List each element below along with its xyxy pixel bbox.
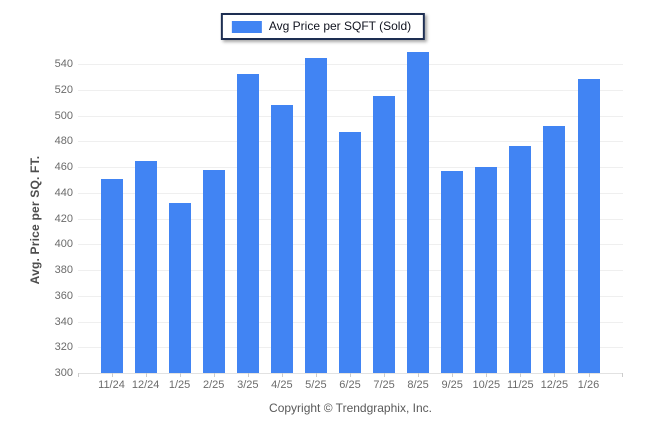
legend: Avg Price per SQFT (Sold) <box>220 13 426 40</box>
axis-tick <box>179 373 181 377</box>
y-tick-label: 540 <box>54 58 73 70</box>
y-tick-label: 440 <box>54 186 73 199</box>
y-tick-label: 500 <box>54 109 73 122</box>
gridline <box>78 115 623 117</box>
x-tick-label: 3/25 <box>237 379 259 391</box>
gridline <box>78 64 623 65</box>
bar <box>373 96 396 373</box>
legend-label: Avg Price per SQFT (Sold) <box>268 19 412 33</box>
x-tick-label: 8/25 <box>407 379 429 391</box>
x-tick-label: 4/25 <box>271 379 293 391</box>
y-tick-label: 480 <box>54 135 73 148</box>
gridline <box>78 89 623 91</box>
axis-tick <box>486 373 488 377</box>
x-tick-label: 1/25 <box>168 379 191 391</box>
copyright-text: Copyright © Trendgraphix, Inc. <box>269 401 432 415</box>
bar <box>304 57 327 373</box>
axis-tick <box>111 373 113 377</box>
axis-tick <box>588 373 590 377</box>
bar <box>475 167 498 373</box>
legend-swatch-icon <box>231 20 262 33</box>
y-tick-label: 320 <box>54 341 73 354</box>
x-tick-label: 5/25 <box>305 379 327 391</box>
axis-tick <box>145 373 147 377</box>
bar <box>543 125 566 373</box>
axis-tick <box>554 373 556 377</box>
x-tick-label: 9/25 <box>441 379 463 391</box>
y-tick-label: 380 <box>54 264 73 276</box>
axis-tick <box>452 373 454 377</box>
y-tick-label: 460 <box>54 161 73 173</box>
y-tick-label: 520 <box>54 83 73 96</box>
bar <box>236 74 259 373</box>
x-tick-label: 1/26 <box>577 379 600 391</box>
axis-tick <box>213 373 215 377</box>
bar <box>270 105 293 373</box>
x-tick-label: 11/25 <box>506 379 534 391</box>
y-tick-label: 400 <box>54 238 73 251</box>
bar <box>577 79 600 373</box>
axis-tick <box>520 373 522 377</box>
axis-tick <box>350 373 351 377</box>
x-tick-label: 2/25 <box>202 379 225 391</box>
bar <box>407 52 430 373</box>
bar <box>441 170 464 373</box>
bar <box>339 132 361 373</box>
axis-tick <box>78 373 79 377</box>
y-tick-label: 340 <box>54 315 73 328</box>
y-tick-label: 300 <box>54 367 73 379</box>
x-tick-label: 12/24 <box>131 379 160 391</box>
x-tick-label: 10/25 <box>472 379 501 391</box>
y-tick-label: 360 <box>54 289 73 302</box>
axis-tick <box>247 373 249 377</box>
bar <box>100 178 123 373</box>
axis-tick <box>384 373 386 377</box>
axis-tick <box>622 373 623 377</box>
axis-tick <box>418 373 420 377</box>
x-tick-label: 7/25 <box>373 379 395 391</box>
x-tick-label: 6/25 <box>339 379 361 391</box>
x-tick-label: 12/25 <box>540 379 569 391</box>
axis-tick <box>281 373 283 377</box>
bar <box>509 146 532 373</box>
bar <box>168 203 191 373</box>
y-tick-label: 420 <box>54 212 73 225</box>
bar <box>134 160 157 373</box>
axis-tick <box>315 373 317 377</box>
x-tick-label: 11/24 <box>98 379 125 391</box>
bar <box>202 169 225 373</box>
